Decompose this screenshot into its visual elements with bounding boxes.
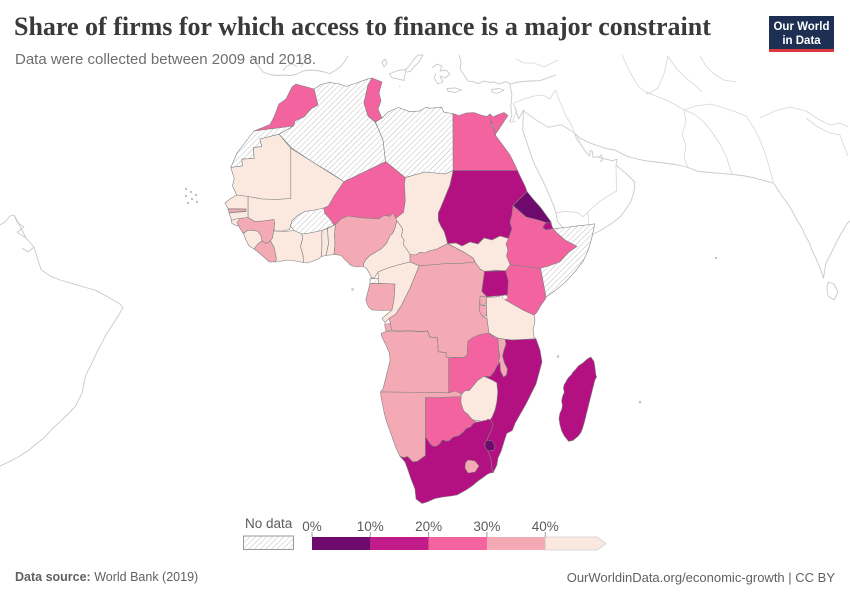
svg-text:10%: 10% (357, 519, 384, 534)
svg-text:20%: 20% (415, 519, 442, 534)
svg-text:30%: 30% (473, 519, 500, 534)
svg-text:40%: 40% (532, 519, 559, 534)
svg-text:0%: 0% (302, 519, 322, 534)
